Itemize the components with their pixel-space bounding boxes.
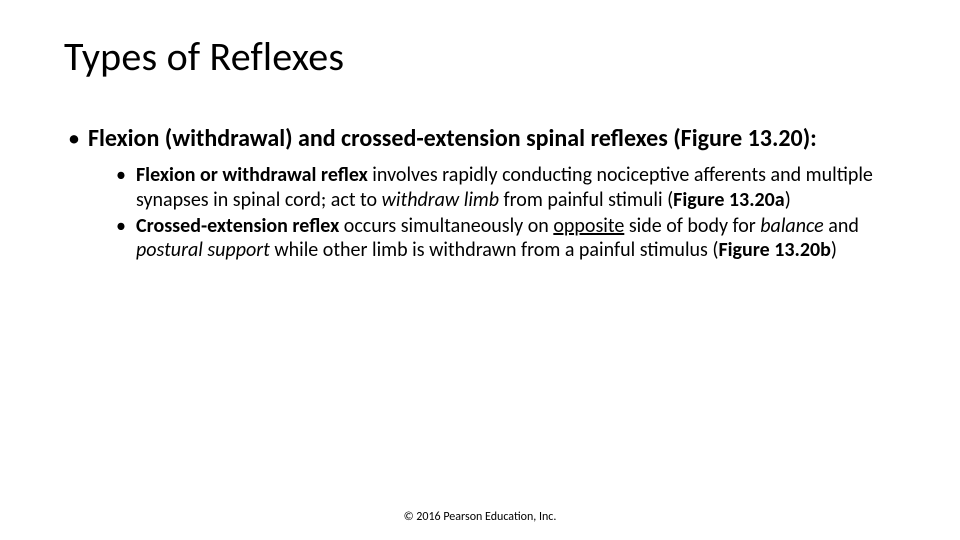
slide: Types of Reflexes Flexion (withdrawal) a… [0,0,960,540]
bullet-list-level1: Flexion (withdrawal) and crossed-extensi… [64,124,896,263]
slide-body: Flexion (withdrawal) and crossed-extensi… [64,124,896,263]
sub2-text3: and [824,214,859,238]
bullet1-bold1: Flexion (withdrawal) and crossed-extensi… [88,124,668,153]
sub1-text3: ) [785,188,791,212]
sub2-bold1: Crossed-extension reflex [136,214,339,238]
bullet-item-1: Flexion (withdrawal) and crossed-extensi… [64,124,896,263]
sub1-bold2: Figure 13.20a [673,188,785,212]
sub-item-1: Flexion or withdrawal reflex involves ra… [112,163,896,212]
sub1-text2: from painful stimuli ( [499,188,673,212]
bullet-list-level2: Flexion or withdrawal reflex involves ra… [88,163,896,263]
sub-item-2: Crossed-extension reflex occurs simultan… [112,214,896,263]
bullet1-text1: ( [668,124,681,153]
sub2-text2: side of body for [624,214,760,238]
bullet1-bold2: Figure 13.20 [681,124,803,153]
copyright-footer: © 2016 Pearson Education, Inc. [0,510,960,524]
sub2-italic2: postural support [136,238,270,262]
sub1-bold1: Flexion or withdrawal reflex [136,163,368,187]
sub2-underline1: opposite [553,214,624,238]
sub2-text1: occurs simultaneously on [339,214,553,238]
sub1-italic1: withdraw limb [382,188,499,212]
sub2-italic1: balance [760,214,823,238]
sub2-text5: ) [831,238,837,262]
bullet1-text2: ): [803,124,817,153]
slide-title: Types of Reflexes [64,34,896,80]
sub2-text4: while other limb is withdrawn from a pai… [270,238,719,262]
sub2-bold2: Figure 13.20b [718,238,830,262]
